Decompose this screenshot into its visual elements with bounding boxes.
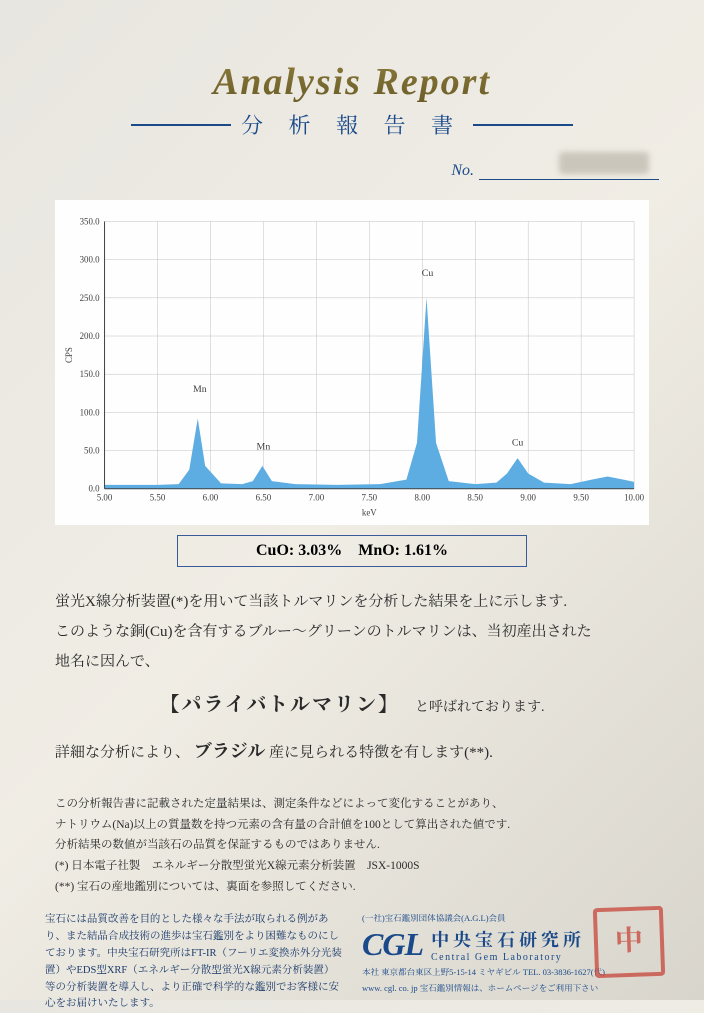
cgl-name-en: Central Gem Laboratory	[431, 952, 585, 963]
svg-text:50.0: 50.0	[84, 446, 100, 456]
line4-pre: 詳細な分析により、	[55, 745, 190, 761]
disclaimer-5: (**) 宝石の産地鑑別については、裏面を参照してください.	[55, 877, 649, 898]
svg-text:6.00: 6.00	[203, 493, 219, 503]
mno-value: 1.61%	[404, 542, 448, 559]
after-highlight: と呼ばれております.	[415, 700, 545, 715]
title-japanese: 分 析 報 告 書	[241, 109, 463, 140]
svg-text:5.50: 5.50	[150, 493, 166, 503]
svg-text:5.00: 5.00	[97, 493, 113, 503]
mno-label: MnO:	[358, 542, 400, 559]
disclaimer-4: (*) 日本電子社製 エネルギー分散型蛍光X線元素分析装置 JSX-1000S	[55, 856, 649, 877]
disclaimer-3: 分析結果の数値が当該石の品質を保証するものではありません.	[55, 835, 649, 856]
body-line2: このような銅(Cu)を含有するブルー～グリーンのトルマリンは、当初産出された	[55, 617, 649, 647]
svg-text:Mn: Mn	[193, 384, 207, 395]
title-english: Analysis Report	[25, 60, 679, 104]
result-box: CuO: 3.03% MnO: 1.61%	[177, 535, 527, 567]
highlight-row: 【パライバトルマリン】 と呼ばれております.	[55, 677, 649, 733]
origin-name: ブラジル	[194, 741, 266, 761]
cgl-names: 中央宝石研究所 Central Gem Laboratory	[431, 926, 585, 963]
svg-text:9.00: 9.00	[520, 493, 536, 503]
body-line3: 地名に因んで、	[55, 647, 649, 677]
footer-left-text: 宝石には品質改善を目的とした様々な手法が取られる例があり、また結晶合成技術の進歩…	[45, 912, 342, 1013]
svg-text:Cu: Cu	[422, 268, 434, 279]
divider-left	[131, 124, 231, 126]
svg-text:8.50: 8.50	[467, 493, 483, 503]
redacted-number	[559, 152, 649, 174]
footer: 宝石には品質改善を目的とした様々な手法が取られる例があり、また結晶合成技術の進歩…	[45, 912, 659, 1013]
svg-text:7.50: 7.50	[362, 493, 378, 503]
report-body: 蛍光X線分析装置(*)を用いて当該トルマリンを分析した結果を上に示します. この…	[55, 587, 649, 769]
report-header: Analysis Report 分 析 報 告 書	[25, 60, 679, 140]
cuo-label: CuO:	[256, 542, 294, 559]
svg-text:100.0: 100.0	[80, 407, 101, 417]
cgl-logo: CGL	[362, 926, 423, 963]
svg-text:10.00: 10.00	[624, 493, 644, 503]
title-jp-row: 分 析 報 告 書	[25, 109, 679, 140]
body-line4: 詳細な分析により、 ブラジル 産に見られる特徴を有します(**).	[55, 733, 649, 769]
disclaimer-2: ナトリウム(Na)以上の質量数を持つ元素の含有量の合計値を100として算出された…	[55, 815, 649, 836]
svg-text:9.50: 9.50	[573, 493, 589, 503]
svg-text:7.00: 7.00	[309, 493, 325, 503]
svg-text:250.0: 250.0	[80, 293, 101, 303]
chart-svg: 0.050.0100.0150.0200.0250.0300.0350.05.0…	[60, 210, 644, 520]
disclaimer-1: この分析報告書に記載された定量結果は、測定条件などによって変化することがあり、	[55, 794, 649, 815]
svg-text:6.50: 6.50	[256, 493, 272, 503]
no-value-line	[479, 160, 659, 180]
svg-text:300.0: 300.0	[80, 255, 101, 265]
no-label: No.	[451, 162, 474, 180]
report-number-row: No.	[25, 160, 659, 180]
disclaimer-block: この分析報告書に記載された定量結果は、測定条件などによって変化することがあり、 …	[55, 794, 649, 897]
line4-post: 産に見られる特徴を有します(**).	[269, 745, 493, 761]
cgl-name-jp: 中央宝石研究所	[431, 926, 585, 952]
divider-right	[473, 124, 573, 126]
svg-text:150.0: 150.0	[80, 369, 101, 379]
body-line1: 蛍光X線分析装置(*)を用いて当該トルマリンを分析した結果を上に示します.	[55, 587, 649, 617]
svg-text:200.0: 200.0	[80, 331, 101, 341]
svg-text:Mn: Mn	[257, 441, 271, 452]
footer-right: (一社)宝石鑑別団体協議会(A.G.L)会員 CGL 中央宝石研究所 Centr…	[362, 912, 659, 995]
official-stamp: 中	[593, 906, 665, 978]
svg-text:CPS: CPS	[64, 347, 74, 363]
svg-text:Cu: Cu	[512, 438, 524, 449]
cuo-value: 3.03%	[298, 542, 342, 559]
svg-text:350.0: 350.0	[80, 216, 101, 226]
gem-name-highlight: 【パライバトルマリン】	[159, 685, 400, 725]
spectrum-chart: 0.050.0100.0150.0200.0250.0300.0350.05.0…	[55, 200, 649, 525]
svg-text:8.00: 8.00	[414, 493, 430, 503]
cgl-address2: www. cgl. co. jp 宝石鑑別情報は、ホームページをご利用下さい	[362, 983, 659, 995]
svg-text:keV: keV	[362, 507, 377, 517]
